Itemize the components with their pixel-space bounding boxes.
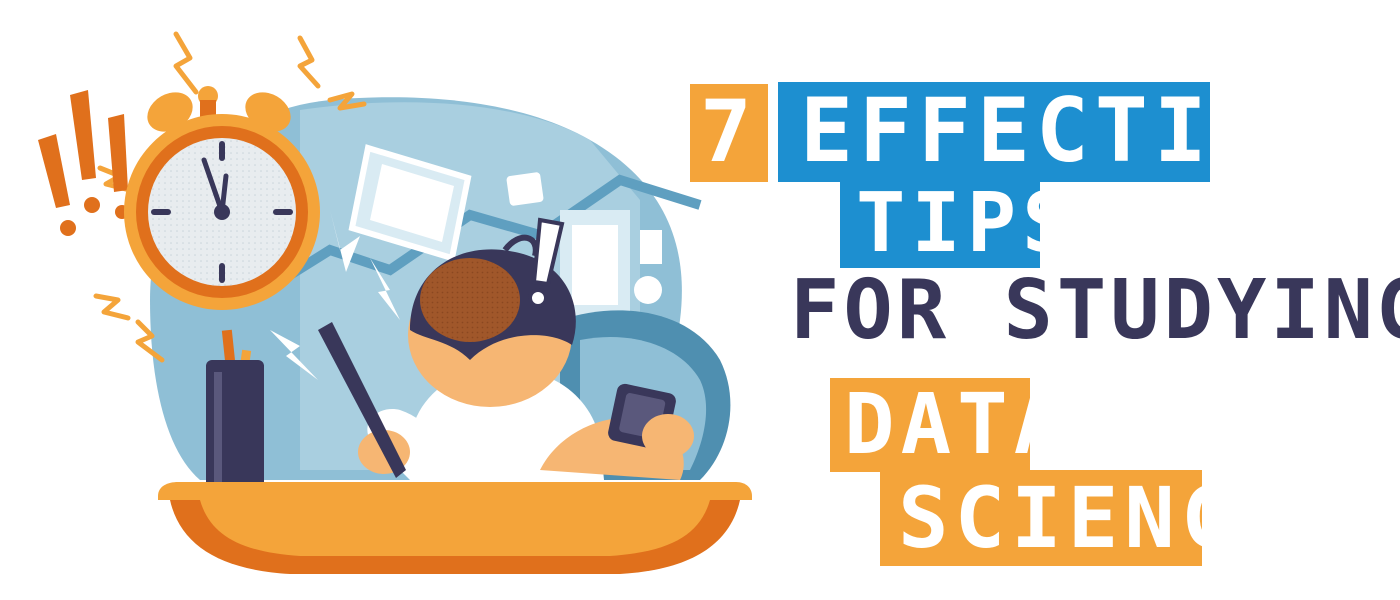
title-for-studying: FOR STUDYING: [790, 263, 1400, 358]
title-science: SCIENCE: [880, 470, 1288, 566]
exclamation-mark-icon: [528, 217, 565, 308]
alarm-clock-icon: [124, 86, 320, 310]
pencil-icon: [318, 322, 406, 478]
title-tips: TIPS: [840, 180, 1071, 268]
picture-frame-icon: [348, 144, 472, 262]
stress-sparkles: [270, 210, 400, 380]
tip-count: 7: [690, 84, 768, 182]
title-data: DATA: [830, 378, 1064, 472]
pencil-holder: [206, 329, 264, 492]
title-effective: EFFECTIVE: [778, 82, 1325, 182]
desk: [158, 482, 752, 574]
studying-illustration: [38, 31, 752, 574]
wall-box: [506, 172, 544, 206]
wall-zigzag-line: [247, 174, 702, 305]
student-figure: [318, 234, 694, 490]
